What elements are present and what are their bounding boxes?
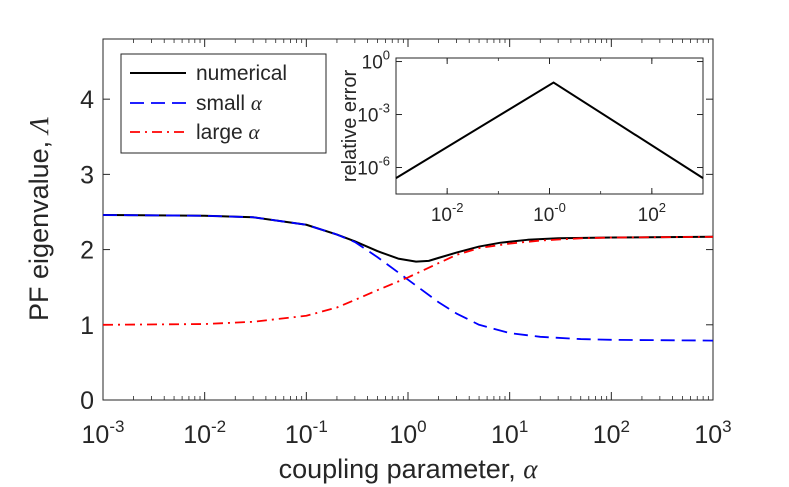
main-x-tick-label: 103 <box>694 417 731 449</box>
inset-axes: 10-2 10-0 102 100 10-3 10-6 <box>357 48 704 226</box>
inset-y-tick-label: 100 <box>362 48 390 74</box>
inset-x-tick-label: 102 <box>638 200 666 226</box>
main-axes: 10-3 10-2 10-1 100 101 102 103 0 1 2 3 4 <box>80 38 732 449</box>
inset-series-line-1 <box>395 81 704 179</box>
legend-label-small-alpha: small α <box>196 91 263 115</box>
inset-x-tick-label: 10-2 <box>431 200 464 226</box>
main-y-axis-label: PF eigenvalue, Λ <box>24 116 54 321</box>
inset-y-tick-label: 10-6 <box>357 154 390 180</box>
inset-series-line <box>395 81 704 179</box>
main-series-line-3 <box>102 235 714 326</box>
main-x-tick-label: 10-3 <box>82 417 125 449</box>
main-x-tick-label: 10-2 <box>183 417 226 449</box>
inset-y-axis-label: relative error <box>339 70 361 183</box>
inset-plot-frame <box>395 57 704 195</box>
main-y-ticks: 0 1 2 3 4 <box>80 86 713 415</box>
inset-y-ticks: 100 10-3 10-6 <box>357 48 703 180</box>
inset-y-tick-label: 10-3 <box>357 101 390 127</box>
main-y-tick-label: 1 <box>80 312 94 340</box>
main-x-tick-label: 10-1 <box>285 417 328 449</box>
inset-x-ticks: 10-2 10-0 102 <box>431 58 666 226</box>
main-x-tick-label: 102 <box>593 417 630 449</box>
main-y-tick-label: 4 <box>80 86 94 114</box>
main-x-minor-ticks <box>133 39 709 400</box>
main-x-ticks: 10-3 10-2 10-1 100 101 102 103 <box>82 39 732 449</box>
main-series-line-2 <box>102 214 714 342</box>
legend-label-numerical: numerical <box>196 62 287 85</box>
legend: numerical small α large α <box>120 53 327 154</box>
main-x-axis-label: coupling parameter, α <box>279 454 539 484</box>
main-y-tick-label: 0 <box>80 387 94 415</box>
legend-label-large-alpha: large α <box>196 120 261 144</box>
main-x-tick-label: 101 <box>491 417 528 449</box>
main-series-lines <box>102 213 714 342</box>
main-x-tick-label: 100 <box>389 417 426 449</box>
main-y-tick-label: 3 <box>80 161 94 189</box>
inset-x-tick-label: 10-0 <box>533 200 566 226</box>
main-y-tick-label: 2 <box>80 237 94 265</box>
